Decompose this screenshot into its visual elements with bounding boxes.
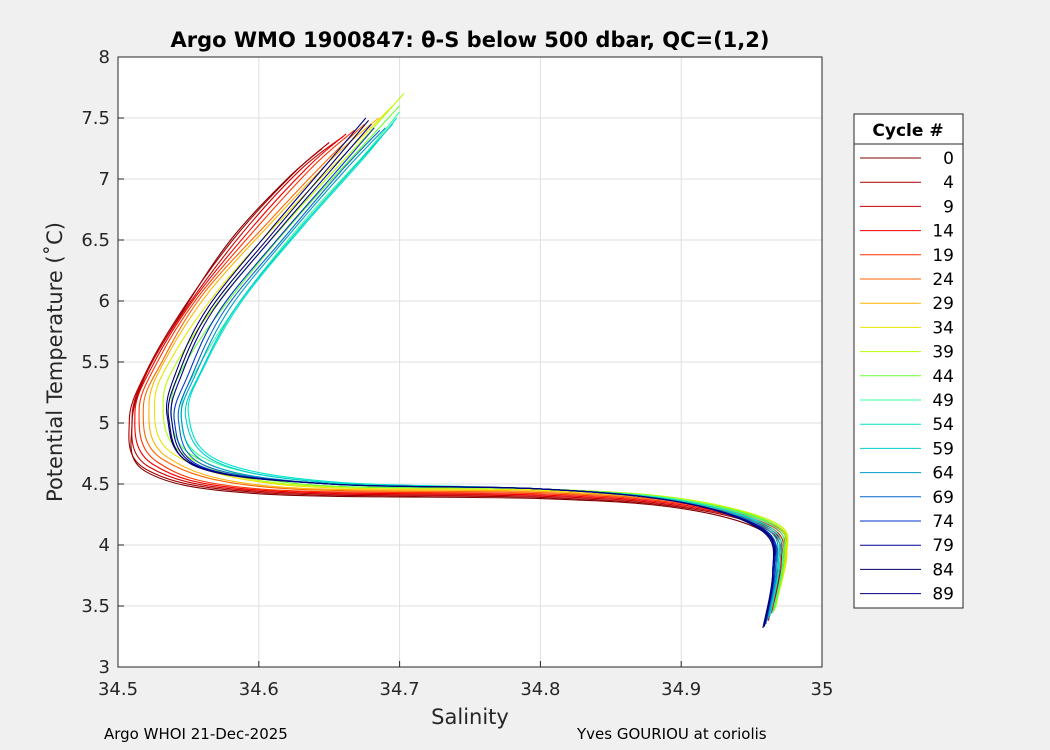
legend-label-cycle-54: 54 <box>932 415 954 435</box>
legend-label-cycle-14: 14 <box>932 222 954 242</box>
series-layer <box>128 93 789 629</box>
x-tick-label: 34.6 <box>239 679 279 700</box>
y-tick-label: 6 <box>99 291 110 312</box>
y-tick-label: 6.5 <box>81 230 110 251</box>
y-tick-label: 5 <box>99 413 110 434</box>
series-line-cycle-59 <box>184 123 781 619</box>
y-tick-label: 3.5 <box>81 596 110 617</box>
series-line-cycle-0 <box>130 148 778 621</box>
series-line-cycle-54 <box>187 117 782 616</box>
chart-title: Argo WMO 1900847: θ-S below 500 dbar, QC… <box>171 28 770 52</box>
y-tick-label: 4.5 <box>81 474 110 495</box>
y-tick-label: 5.5 <box>81 352 110 373</box>
x-tick-label: 34.8 <box>520 679 560 700</box>
footer-right: Yves GOURIOU at coriolis <box>577 725 767 743</box>
legend: Cycle # 04914192429343944495459646974798… <box>853 113 964 609</box>
y-tick-label: 7 <box>99 169 110 190</box>
legend-label-cycle-24: 24 <box>932 270 954 290</box>
series-line-cycle-89 <box>166 117 775 629</box>
y-tick-label: 4 <box>99 535 110 556</box>
x-axis-label: Salinity <box>431 705 509 729</box>
legend-label-cycle-19: 19 <box>932 246 954 266</box>
x-tick-label: 35 <box>811 679 834 700</box>
y-tick-label: 3 <box>99 657 110 678</box>
legend-label-cycle-29: 29 <box>932 294 954 314</box>
ticks: 34.5 34.6 34.7 34.8 34.9 35 3 3.5 4 4.5 5 5.5 6 6.5 7 7… <box>81 47 833 700</box>
legend-box <box>853 113 964 609</box>
grid <box>117 56 823 668</box>
legend-label-cycle-74: 74 <box>932 512 954 532</box>
legend-label-cycle-79: 79 <box>932 536 954 556</box>
x-tick-label: 34.9 <box>661 679 701 700</box>
y-tick-label: 7.5 <box>81 108 110 129</box>
legend-label-cycle-39: 39 <box>932 343 954 363</box>
footer-left: Argo WHOI 21-Dec-2025 <box>104 725 288 743</box>
legend-label-cycle-9: 9 <box>943 197 954 217</box>
legend-label-cycle-69: 69 <box>932 488 954 508</box>
legend-label-cycle-49: 49 <box>932 391 954 411</box>
legend-label-cycle-59: 59 <box>932 439 954 459</box>
series-line-cycle-29 <box>148 117 788 607</box>
legend-label-cycle-89: 89 <box>932 585 954 605</box>
y-axis-label: Potential Temperature (˚C) <box>43 222 67 502</box>
legend-label-cycle-84: 84 <box>932 560 954 580</box>
y-tick-label: 8 <box>99 47 110 68</box>
legend-label-cycle-64: 64 <box>932 464 954 484</box>
legend-label-cycle-34: 34 <box>932 318 954 338</box>
x-tick-label: 34.7 <box>380 679 420 700</box>
legend-label-cycle-0: 0 <box>943 149 954 169</box>
legend-title: Cycle # <box>872 121 943 141</box>
series-line-cycle-64 <box>180 127 779 621</box>
x-tick-label: 34.5 <box>98 679 138 700</box>
legend-label-cycle-44: 44 <box>932 367 954 387</box>
legend-label-cycle-4: 4 <box>943 173 954 193</box>
